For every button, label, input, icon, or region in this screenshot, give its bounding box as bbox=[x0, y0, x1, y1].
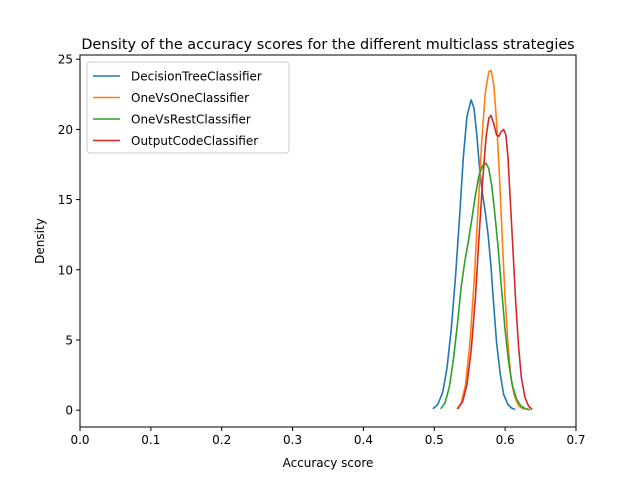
y-axis-ticks: 0 5 10 15 20 25 bbox=[58, 53, 80, 418]
series-line-0 bbox=[432, 99, 516, 411]
y-tick-label: 25 bbox=[58, 53, 73, 67]
x-tick-label: 0.5 bbox=[425, 433, 444, 447]
x-tick-label: 0.4 bbox=[354, 433, 373, 447]
legend-label: OneVsRestClassifier bbox=[131, 113, 251, 127]
x-tick-label: 0.0 bbox=[70, 433, 89, 447]
series-line-2 bbox=[440, 162, 531, 411]
y-tick-label: 0 bbox=[65, 404, 73, 418]
x-axis-label: Accuracy score bbox=[283, 456, 374, 470]
x-tick-label: 0.1 bbox=[141, 433, 160, 447]
legend-label: OutputCodeClassifier bbox=[131, 134, 258, 148]
legend: DecisionTreeClassifier OneVsOneClassifier… bbox=[86, 61, 290, 154]
x-tick-label: 0.7 bbox=[566, 433, 585, 447]
y-tick-label: 15 bbox=[58, 193, 73, 207]
plot-area bbox=[432, 69, 533, 411]
y-tick-label: 5 bbox=[65, 333, 73, 347]
y-axis-label: Density bbox=[33, 218, 47, 264]
x-tick-label: 0.2 bbox=[212, 433, 231, 447]
chart-title: Density of the accuracy scores for the d… bbox=[81, 37, 574, 53]
x-tick-label: 0.6 bbox=[496, 433, 515, 447]
x-axis-ticks: 0.0 0.1 0.2 0.3 0.4 0.5 0.6 0.7 bbox=[70, 427, 586, 447]
x-tick-label: 0.3 bbox=[283, 433, 302, 447]
legend-label: DecisionTreeClassifier bbox=[131, 70, 262, 84]
y-tick-label: 20 bbox=[58, 123, 73, 137]
legend-box bbox=[86, 61, 290, 154]
legend-label: OneVsOneClassifier bbox=[131, 91, 249, 105]
y-tick-label: 10 bbox=[58, 263, 73, 277]
series-line-3 bbox=[457, 114, 533, 411]
axes-frame bbox=[79, 54, 577, 428]
